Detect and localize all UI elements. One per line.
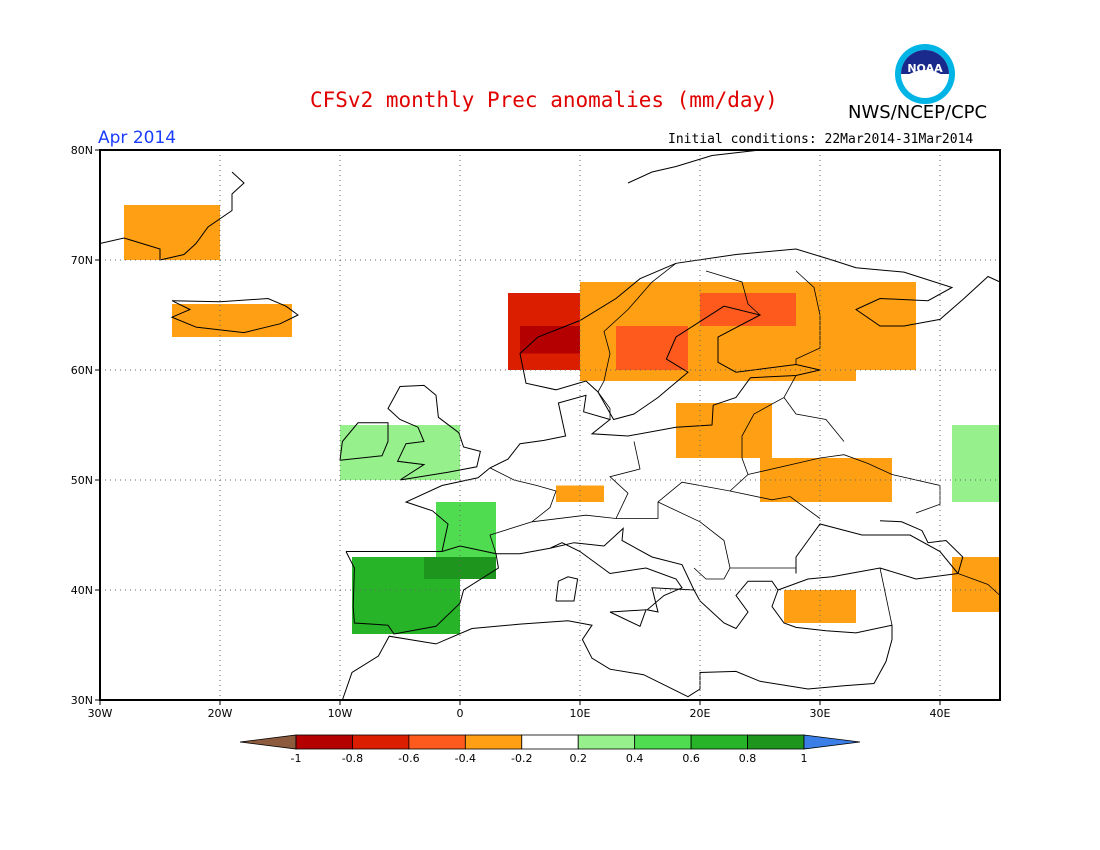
noaa-logo: NOAA bbox=[895, 44, 955, 104]
colorbar-arrow-low bbox=[239, 734, 297, 750]
anomaly-region bbox=[676, 403, 772, 458]
anomaly-region bbox=[124, 205, 220, 260]
colorbar-segment bbox=[690, 734, 748, 750]
coastline bbox=[345, 545, 499, 635]
anomaly-region bbox=[952, 557, 1000, 612]
colorbar-segment bbox=[521, 734, 579, 750]
lat-tick-label: 60N bbox=[71, 364, 93, 377]
map-frame bbox=[99, 149, 1001, 701]
chart-title: CFSv2 monthly Prec anomalies (mm/day) bbox=[310, 88, 778, 112]
country-border bbox=[957, 573, 1001, 596]
lat-tick-label: 80N bbox=[71, 144, 93, 157]
country-border bbox=[729, 490, 821, 519]
colorbar-label: 1 bbox=[801, 752, 808, 765]
lon-tick-label: 10W bbox=[328, 707, 353, 720]
country-border bbox=[795, 270, 821, 365]
organization-label: NWS/NCEP/CPC bbox=[848, 102, 988, 123]
anomaly-region bbox=[340, 425, 460, 480]
lat-tick-label: 50N bbox=[71, 474, 93, 487]
lat-tick-label: 40N bbox=[71, 584, 93, 597]
colorbar-segment bbox=[352, 734, 410, 750]
initial-conditions-label: Initial conditions: 22Mar2014-31Mar2014 bbox=[668, 132, 974, 147]
lon-tick-label: 40E bbox=[930, 707, 951, 720]
coastline bbox=[879, 520, 964, 574]
anomaly-region bbox=[556, 485, 604, 502]
anomaly-region bbox=[784, 590, 856, 623]
country-border bbox=[489, 467, 557, 554]
country-border bbox=[609, 441, 641, 519]
colorbar-label: -1 bbox=[291, 752, 302, 765]
country-border bbox=[657, 501, 731, 580]
anomaly-region bbox=[952, 425, 1000, 502]
colorbar-label: 0.2 bbox=[569, 752, 587, 765]
anomaly-region bbox=[700, 293, 796, 326]
coastline bbox=[387, 384, 481, 481]
coastline bbox=[627, 149, 761, 184]
colorbar-label: -0.4 bbox=[455, 752, 476, 765]
coastline bbox=[341, 620, 893, 701]
country-border bbox=[705, 270, 761, 316]
colorbar-segment bbox=[577, 734, 636, 750]
colorbar-label: 0.6 bbox=[682, 752, 700, 765]
lon-tick-label: 0 bbox=[457, 707, 464, 720]
colorbar-label: -0.2 bbox=[511, 752, 532, 765]
lon-tick-label: 20E bbox=[690, 707, 711, 720]
coastline bbox=[170, 297, 299, 334]
colorbar-segment bbox=[634, 734, 692, 750]
colorbar-label: 0.4 bbox=[626, 752, 644, 765]
lon-tick-label: 20W bbox=[208, 707, 233, 720]
logo-text: NOAA bbox=[907, 62, 943, 75]
lat-tick-label: 70N bbox=[71, 254, 93, 267]
lon-tick-label: 30W bbox=[88, 707, 113, 720]
coastline bbox=[339, 422, 389, 461]
lon-tick-label: 30E bbox=[810, 707, 831, 720]
country-border bbox=[783, 397, 845, 442]
anomaly-region bbox=[424, 557, 496, 579]
country-border bbox=[597, 262, 677, 420]
anomaly-region bbox=[436, 502, 496, 557]
coastline bbox=[555, 576, 579, 602]
country-border bbox=[879, 567, 893, 626]
colorbar-segment bbox=[408, 734, 466, 750]
colorbar-label: -0.6 bbox=[398, 752, 419, 765]
lat-tick-label: 30N bbox=[71, 694, 93, 707]
country-border bbox=[747, 454, 941, 514]
colorbar-segment bbox=[295, 734, 353, 750]
coastline bbox=[771, 589, 893, 640]
coastline bbox=[404, 248, 1001, 552]
colorbar-segment bbox=[464, 734, 523, 750]
month-label: Apr 2014 bbox=[98, 128, 177, 148]
colorbar-arrow-high bbox=[803, 734, 861, 750]
colorbar-label: -0.8 bbox=[342, 752, 363, 765]
anomaly-region bbox=[616, 326, 688, 370]
coastline bbox=[693, 523, 959, 630]
coastline bbox=[609, 609, 647, 627]
colorbar-label: 0.8 bbox=[739, 752, 757, 765]
lon-tick-label: 10E bbox=[570, 707, 591, 720]
coastline bbox=[496, 527, 695, 613]
colorbar-segment bbox=[747, 734, 805, 750]
coastline bbox=[99, 171, 245, 261]
